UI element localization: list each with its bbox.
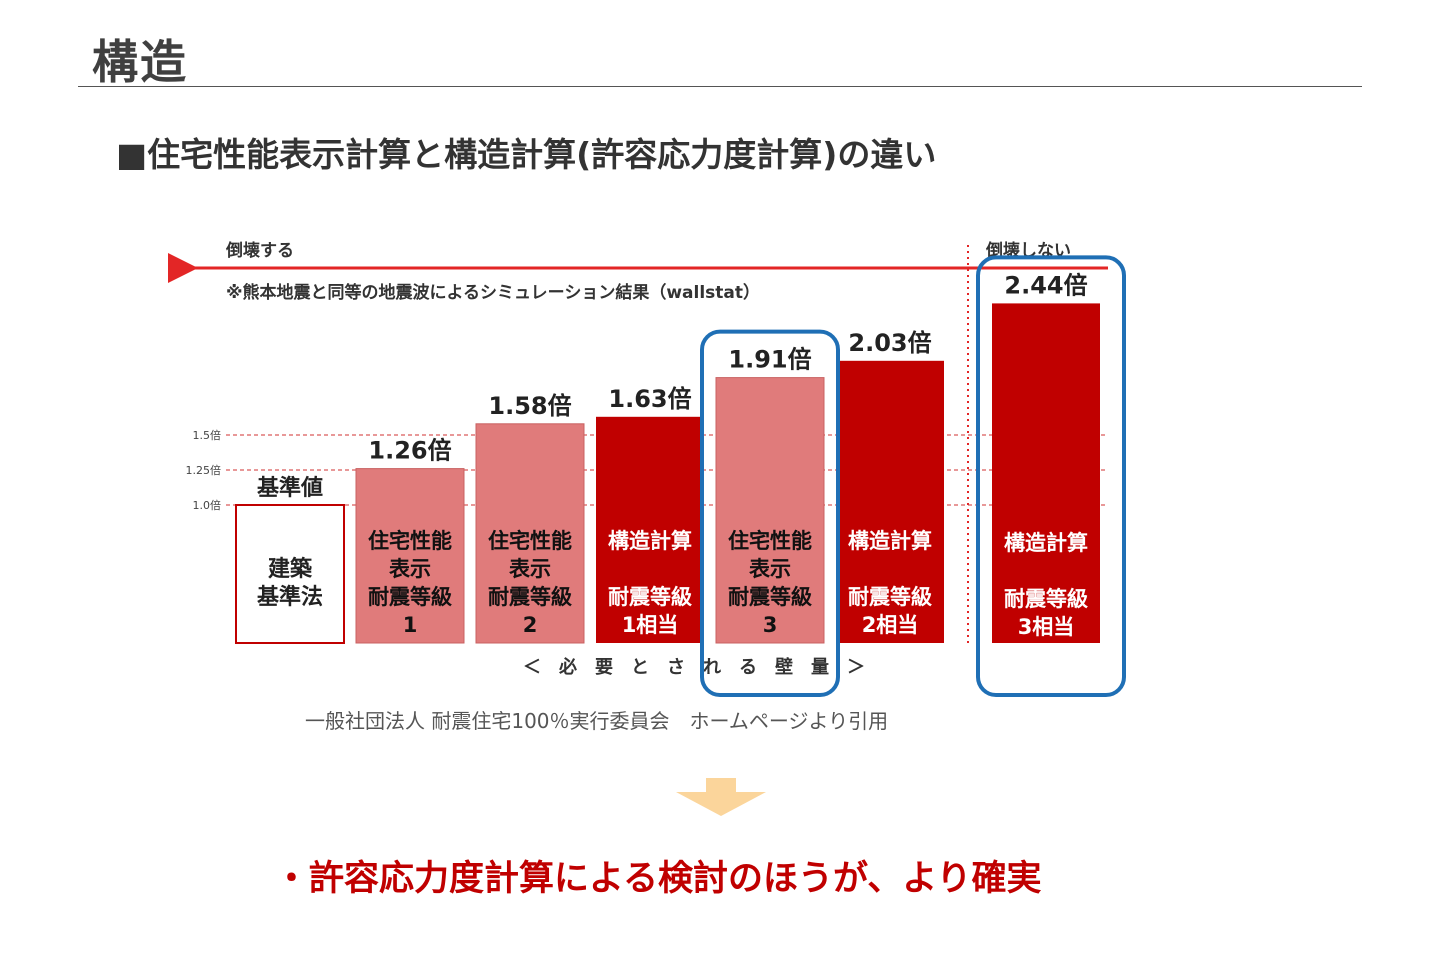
bar-inner-label: 2 [523, 613, 538, 637]
bar-inner-label: 耐震等級 [848, 585, 932, 609]
conclusion-text: ・許容応力度計算による検討のほうが、より確実 [274, 859, 1042, 899]
bar-inner-label: 2相当 [862, 613, 919, 637]
bar-inner-label: 表示 [509, 557, 551, 581]
bar-value-label: 1.26倍 [368, 437, 451, 465]
bar-value-label: 基準値 [257, 475, 323, 501]
highlight-frame [700, 329, 840, 697]
bar-inner-label: 構造計算 [608, 529, 692, 553]
bar-inner-label: 表示 [749, 557, 791, 581]
arrow-left-label: 倒壊する [225, 241, 294, 261]
bar-inner-label: 住宅性能 [368, 529, 452, 553]
bar-inner-label: 基準法 [257, 584, 323, 610]
bar-inner-label: 1相当 [622, 613, 679, 637]
bar-inner-label: 住宅性能 [488, 529, 572, 553]
bar [992, 303, 1100, 643]
bar-inner-label: 耐震等級 [368, 585, 452, 609]
bar [475, 423, 585, 644]
bar-value-label: 1.63倍 [608, 385, 691, 413]
bar-inner-label: 表示 [389, 557, 431, 581]
section-subtitle: ■住宅性能表示計算と構造計算(許容応力度計算)の違い [116, 135, 937, 174]
down-arrow-icon [676, 778, 766, 816]
bar [355, 468, 465, 644]
bar [596, 416, 704, 643]
highlight-frame [976, 255, 1126, 697]
simulation-note: ※熊本地震と同等の地震波によるシミュレーション結果（wallstat） [226, 282, 760, 303]
bar-inner-label: 構造計算 [1004, 531, 1088, 555]
bar-inner-label: 耐震等級 [488, 585, 572, 609]
bar-inner-label: 耐震等級 [728, 585, 812, 609]
source-citation: 一般社団法人 耐震住宅100％実行委員会 ホームページより引用 [305, 709, 889, 733]
bar-inner-label: 構造計算 [848, 529, 932, 553]
reference-label: 1.0倍 [193, 498, 222, 512]
bar-inner-label: 3相当 [1018, 615, 1075, 639]
bar-value-label: 2.44倍 [1004, 271, 1087, 299]
bar-value-label: 2.03倍 [848, 329, 931, 357]
x-axis-label: ＜ 必 要 と さ れ る 壁 量 ＞ [523, 656, 865, 678]
bar-inner-label: 3 [763, 613, 778, 637]
reference-label: 1.25倍 [186, 463, 222, 477]
reference-label: 1.5倍 [193, 428, 222, 442]
bar-inner-label: 1 [403, 613, 418, 637]
bar-value-label: 1.58倍 [488, 392, 571, 420]
bar-inner-label: 耐震等級 [1004, 587, 1088, 611]
page-title: 構造 [92, 35, 188, 89]
bar-inner-label: 住宅性能 [728, 529, 812, 553]
bar-value-label: 1.91倍 [728, 346, 811, 374]
title-divider [78, 86, 1362, 87]
bar [836, 360, 944, 643]
bar-inner-label: 耐震等級 [608, 585, 692, 609]
bar [235, 504, 345, 644]
bar [715, 377, 825, 644]
bar-inner-label: 建築 [268, 556, 313, 582]
